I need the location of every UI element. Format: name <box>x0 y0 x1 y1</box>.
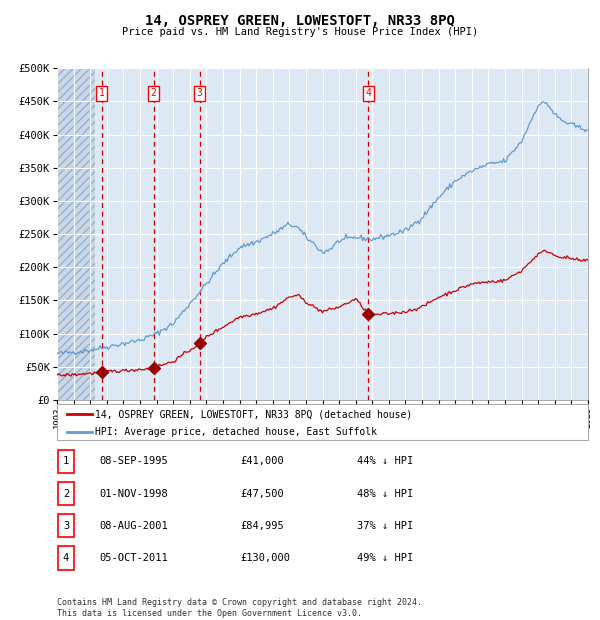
Text: 2: 2 <box>151 88 157 98</box>
FancyBboxPatch shape <box>58 546 74 570</box>
Text: 2: 2 <box>63 489 69 498</box>
Text: 05-OCT-2011: 05-OCT-2011 <box>99 553 168 563</box>
Text: 4: 4 <box>63 553 69 563</box>
FancyBboxPatch shape <box>57 404 588 440</box>
Text: 48% ↓ HPI: 48% ↓ HPI <box>357 489 413 498</box>
FancyBboxPatch shape <box>58 514 74 538</box>
Text: Price paid vs. HM Land Registry's House Price Index (HPI): Price paid vs. HM Land Registry's House … <box>122 27 478 37</box>
Text: 14, OSPREY GREEN, LOWESTOFT, NR33 8PQ: 14, OSPREY GREEN, LOWESTOFT, NR33 8PQ <box>145 14 455 28</box>
Text: 49% ↓ HPI: 49% ↓ HPI <box>357 553 413 563</box>
Text: 4: 4 <box>365 88 371 98</box>
FancyBboxPatch shape <box>58 450 74 473</box>
Text: 37% ↓ HPI: 37% ↓ HPI <box>357 521 413 531</box>
Text: 3: 3 <box>63 521 69 531</box>
Text: £84,995: £84,995 <box>240 521 284 531</box>
FancyBboxPatch shape <box>58 482 74 505</box>
Text: 01-NOV-1998: 01-NOV-1998 <box>99 489 168 498</box>
Text: £41,000: £41,000 <box>240 456 284 466</box>
Text: 44% ↓ HPI: 44% ↓ HPI <box>357 456 413 466</box>
Text: 1: 1 <box>98 88 104 98</box>
Text: £130,000: £130,000 <box>240 553 290 563</box>
Text: 08-AUG-2001: 08-AUG-2001 <box>99 521 168 531</box>
Text: Contains HM Land Registry data © Crown copyright and database right 2024.
This d: Contains HM Land Registry data © Crown c… <box>57 598 422 618</box>
Text: 08-SEP-1995: 08-SEP-1995 <box>99 456 168 466</box>
Text: 3: 3 <box>197 88 203 98</box>
Text: 1: 1 <box>63 456 69 466</box>
Text: 14, OSPREY GREEN, LOWESTOFT, NR33 8PQ (detached house): 14, OSPREY GREEN, LOWESTOFT, NR33 8PQ (d… <box>95 409 412 419</box>
Text: £47,500: £47,500 <box>240 489 284 498</box>
Text: HPI: Average price, detached house, East Suffolk: HPI: Average price, detached house, East… <box>95 427 377 437</box>
